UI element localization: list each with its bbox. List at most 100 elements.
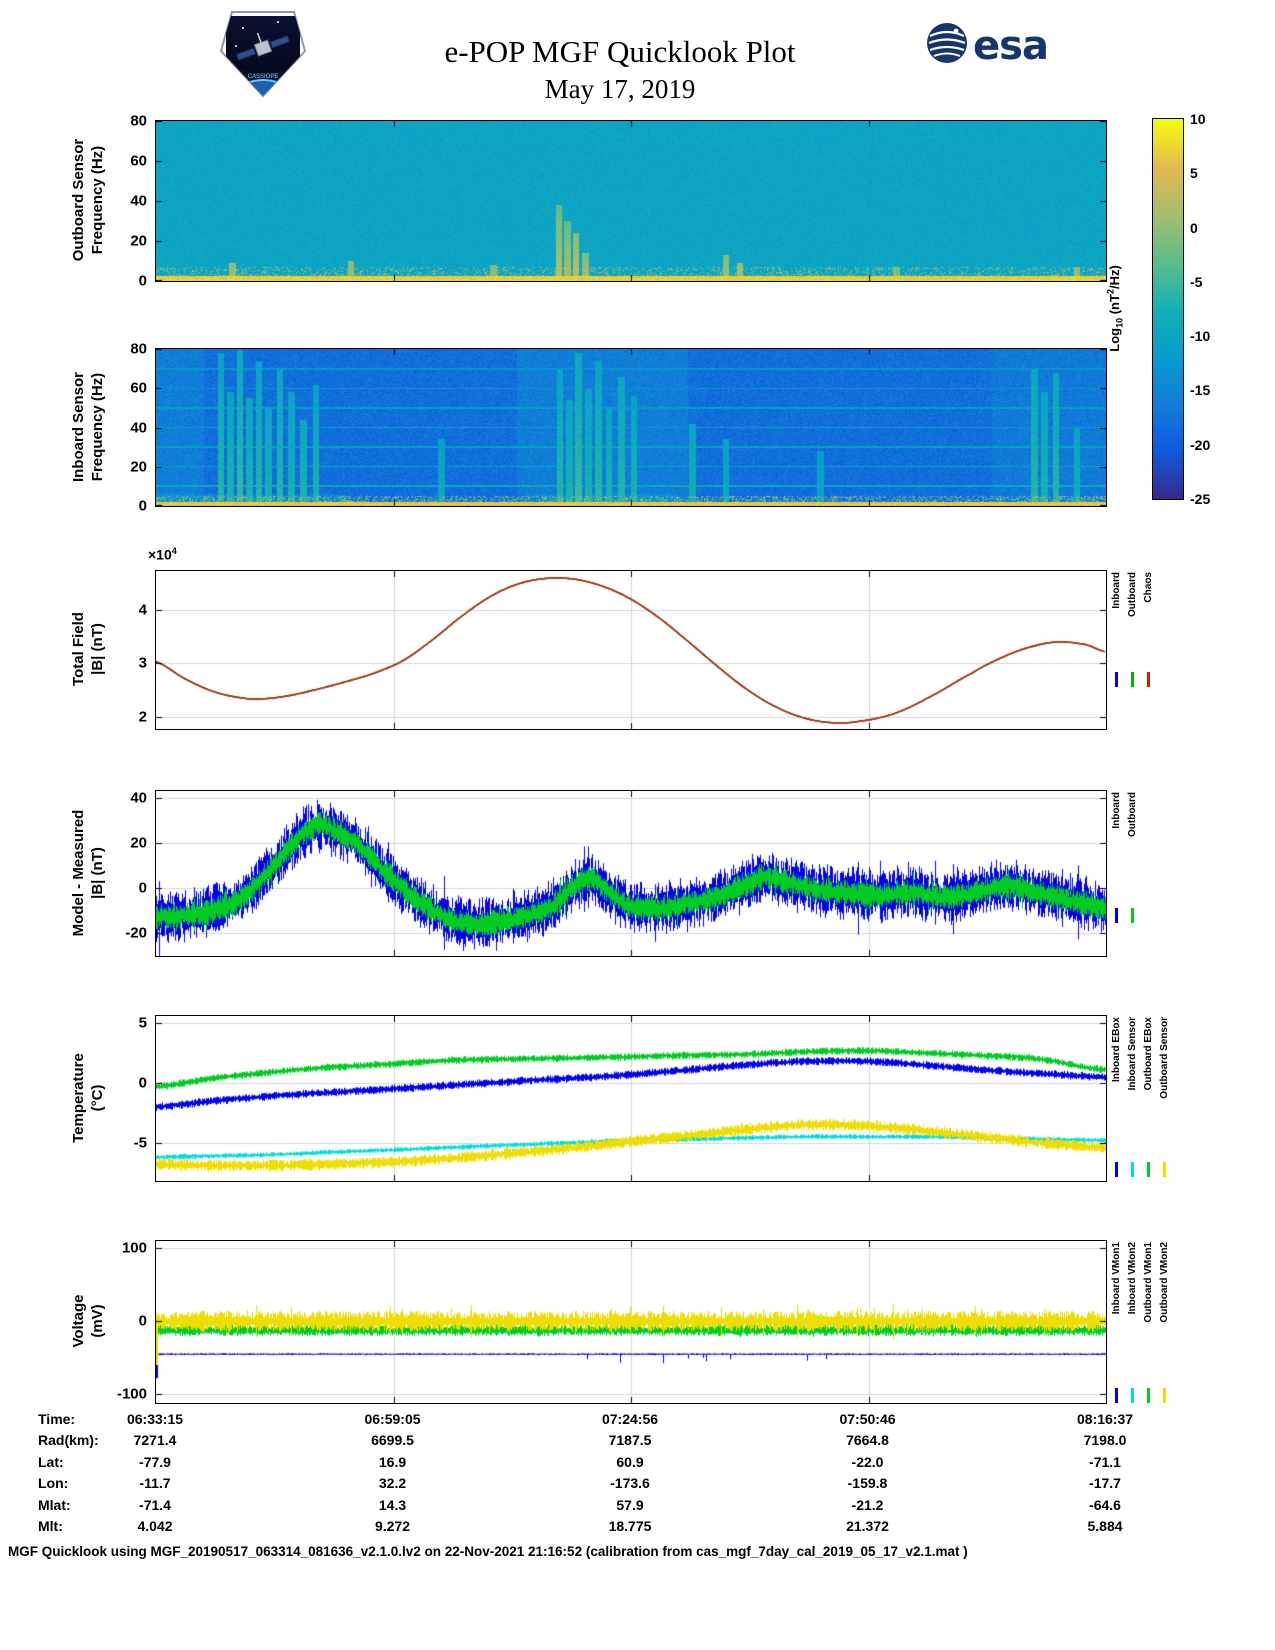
ylabel-line: Model - Measured xyxy=(70,809,87,937)
table-cell: -71.1 xyxy=(1089,1453,1121,1470)
table-cell: 14.3 xyxy=(378,1496,407,1513)
footer-caption: MGF Quicklook using MGF_20190517_063314_… xyxy=(8,1544,968,1559)
table-cell: 06:59:05 xyxy=(364,1411,421,1427)
esa-emblem-icon xyxy=(926,22,968,69)
legend-color-dash xyxy=(1147,1162,1150,1178)
colorbar-label: Log10 (nT2/Hz) xyxy=(1106,228,1125,388)
inboard-spectrogram-canvas xyxy=(155,348,1107,507)
ylabel-line: Outboard Sensor xyxy=(70,138,87,262)
colorbar-label-sub: 10 xyxy=(1114,317,1125,328)
y-tick-label: 0 xyxy=(138,879,147,897)
ylabel-line: (mV) xyxy=(89,1304,106,1338)
plot-title: e-POP MGF Quicklook Plot xyxy=(444,34,796,69)
colorbar-tick-label: 10 xyxy=(1190,111,1206,127)
table-cell: -21.2 xyxy=(851,1496,884,1513)
colorbar-label-text: /Hz) xyxy=(1106,265,1122,290)
colorbar-tick-label: -20 xyxy=(1190,436,1211,453)
table-cell: 32.2 xyxy=(378,1475,407,1492)
table-cell: 06:33:15 xyxy=(126,1411,184,1427)
model-measured-ylabel: Model - Measured |B| (nT) xyxy=(69,753,107,993)
voltage-panel: -100 0 100 xyxy=(117,1240,1107,1404)
temperature-panel: -5 0 5 xyxy=(134,1015,1107,1182)
ylabel-line: Total Field xyxy=(70,612,87,686)
table-cell: 9.272 xyxy=(374,1518,411,1534)
legend-color-dash xyxy=(1147,1387,1150,1403)
outboard-spectrogram-panel: 0 20 40 60 80 xyxy=(130,113,1107,290)
legend-label: Inboard VMon2 xyxy=(1127,1242,1138,1315)
legend-color-dash xyxy=(1147,671,1150,687)
legend-entry-chaos: Chaos xyxy=(1142,572,1155,730)
table-cell: 7198.0 xyxy=(1083,1432,1127,1449)
legend-entry-inboard-vmon1: Inboard VMon1 xyxy=(1110,1242,1123,1404)
model-measured-canvas xyxy=(155,790,1107,957)
legend-label: Outboard VMon2 xyxy=(1159,1242,1170,1323)
temperature-legend: Inboard EBox Inboard Sensor Outboard EBox O… xyxy=(1110,1017,1171,1182)
ylabel-line: Frequency (Hz) xyxy=(89,372,106,482)
table-cell: -173.6 xyxy=(610,1475,650,1492)
legend-entry-inboard: Inboard xyxy=(1110,792,1123,957)
colorbar-tick-label: -15 xyxy=(1190,382,1211,399)
esa-logo: esa xyxy=(926,22,1049,69)
legend-color-dash xyxy=(1115,671,1118,687)
table-cell: 60.9 xyxy=(616,1453,644,1470)
total-field-canvas xyxy=(155,570,1107,730)
table-cell: 4.042 xyxy=(137,1518,173,1534)
colorbar-label-text: Log xyxy=(1106,327,1122,352)
table-row-label: Mlat: xyxy=(38,1496,71,1513)
table-cell: 16.9 xyxy=(378,1453,407,1470)
legend-color-dash xyxy=(1131,1162,1134,1178)
table-cell: 7664.8 xyxy=(846,1432,889,1449)
inboard-spect-ylabel: Inboard Sensor Frequency (Hz) xyxy=(69,307,107,547)
table-cell: 7187.5 xyxy=(608,1432,652,1449)
legend-color-dash xyxy=(1115,1162,1118,1178)
voltage-canvas xyxy=(155,1240,1107,1404)
total-field-legend: Inboard Outboard Chaos xyxy=(1110,572,1155,730)
table-cell: 7271.4 xyxy=(133,1432,177,1449)
y-tick-label: -5 xyxy=(133,1134,147,1152)
y-tick-label: 60 xyxy=(130,379,147,397)
cassiope-mission-logo: CASSIOPE xyxy=(218,6,308,105)
ylabel-line: Temperature xyxy=(70,1053,87,1143)
figure-title-block: e-POP MGF Quicklook Plot May 17, 2019 xyxy=(0,34,1240,105)
y-tick-label: 3 xyxy=(138,654,147,672)
legend-label: Outboard EBox xyxy=(1143,1017,1154,1091)
legend-label: Outboard Sensor xyxy=(1159,1017,1170,1099)
table-row: Lon: -11.7 32.2 -173.6 -159.8 -17.7 xyxy=(0,1475,1275,1495)
y-tick-label: 20 xyxy=(130,834,147,852)
colorbar-label-text: (nT xyxy=(1106,294,1122,318)
y-tick-label: 40 xyxy=(130,192,147,210)
table-cell: -159.8 xyxy=(847,1475,888,1492)
y-tick-label: 60 xyxy=(130,152,147,170)
y-tick-label: -100 xyxy=(116,1385,147,1403)
legend-label: Chaos xyxy=(1143,572,1154,603)
table-row: Time: 06:33:15 06:59:05 07:24:56 07:50:46 08:… xyxy=(0,1411,1275,1431)
model-measured-panel: -20 0 20 40 xyxy=(125,789,1107,957)
legend-entry-inboard-vmon2: Inboard VMon2 xyxy=(1126,1242,1139,1404)
table-row: Mlat: -71.4 14.3 57.9 -21.2 -64.6 xyxy=(0,1497,1275,1517)
legend-entry-inboard-ebox: Inboard EBox xyxy=(1110,1017,1123,1182)
table-cell: 07:24:56 xyxy=(601,1411,659,1427)
table-row-label: Mlt: xyxy=(38,1518,63,1534)
table-cell: 21.372 xyxy=(846,1518,889,1534)
table-cell: -11.7 xyxy=(139,1475,171,1492)
legend-label: Inboard xyxy=(1111,792,1122,829)
table-row-label: Lat: xyxy=(38,1453,64,1470)
ylabel-line: Frequency (Hz) xyxy=(89,145,106,255)
table-cell: 18.775 xyxy=(608,1518,652,1534)
colorbar-tick-label: -25 xyxy=(1190,491,1211,507)
legend-entry-outboard-vmon1: Outboard VMon1 xyxy=(1142,1242,1155,1404)
y-tick-label: 0 xyxy=(138,272,147,290)
legend-entry-outboard-vmon2: Outboard VMon2 xyxy=(1158,1242,1171,1404)
legend-label: Outboard xyxy=(1127,572,1138,617)
svg-text:CASSIOPE: CASSIOPE xyxy=(248,74,279,80)
ylabel-line: |B| (nT) xyxy=(89,623,106,675)
table-cell: -22.0 xyxy=(851,1453,884,1470)
legend-label: Inboard Sensor xyxy=(1127,1017,1138,1091)
y-tick-label: 4 xyxy=(138,601,147,619)
temperature-ylabel: Temperature (°C) xyxy=(69,978,107,1218)
legend-entry-outboard-ebox: Outboard EBox xyxy=(1142,1017,1155,1182)
colorbar-tick-label: -10 xyxy=(1190,328,1211,345)
y-tick-label: 100 xyxy=(121,1239,147,1257)
colorbar-label-sup: 2 xyxy=(1105,289,1116,295)
y-tick-label: 40 xyxy=(130,789,147,807)
